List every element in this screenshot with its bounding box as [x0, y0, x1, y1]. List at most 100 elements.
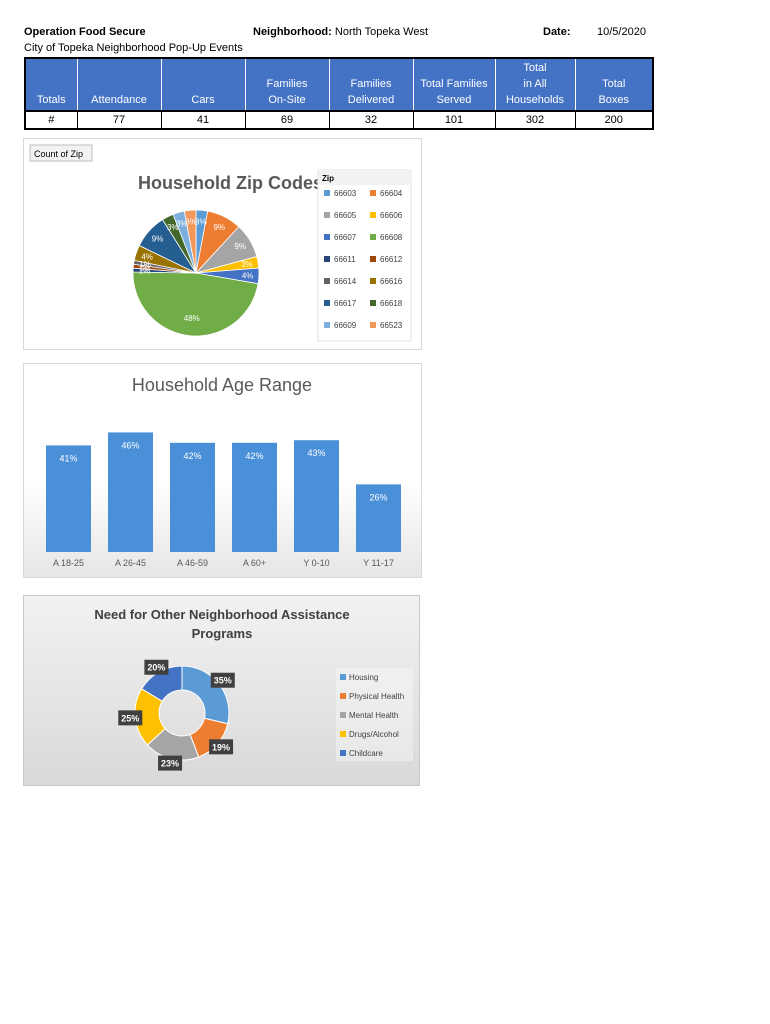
- needs-legend-swatch-drugs-alcohol: [340, 731, 346, 737]
- neighborhood-value: North Topeka West: [334, 26, 429, 38]
- column-header-total-boxes: Total Boxes: [574, 58, 653, 111]
- legend-item-66609[interactable]: 66609: [334, 321, 357, 330]
- legend-swatch-66607: [324, 234, 330, 240]
- category-label-y-11-17: Y 11-17: [363, 558, 394, 568]
- legend-swatch-66604: [370, 190, 376, 196]
- column-header-line: Total: [602, 78, 626, 90]
- legend-item-66612[interactable]: 66612: [380, 255, 403, 264]
- legend-swatch-66606: [370, 212, 376, 218]
- legend-item-66608[interactable]: 66608: [380, 233, 403, 242]
- legend-item-66603[interactable]: 66603: [334, 189, 357, 198]
- needs-legend-item-childcare: Childcare: [349, 749, 383, 758]
- legend-item-66617[interactable]: 66617: [334, 299, 357, 308]
- pie-slice-66523: [183, 209, 197, 274]
- needs-legend-swatch-housing: [340, 674, 346, 680]
- column-header-families-on-site: Families On-Site: [244, 58, 329, 111]
- column-header-line: On-Site: [268, 94, 306, 106]
- legend-item-66604[interactable]: 66604: [380, 189, 403, 198]
- bar-label-a-60: 42%: [245, 451, 263, 461]
- bar-label-a-46-59: 42%: [183, 451, 201, 461]
- doughnut-callout-physical-health: [209, 739, 234, 755]
- legend-item-66618[interactable]: 66618: [380, 299, 403, 308]
- column-header-line: Households: [505, 94, 565, 106]
- pie-label-66607: 4%: [242, 271, 254, 280]
- legend-swatch-66612: [370, 256, 376, 262]
- legend-item-66523[interactable]: 66523: [380, 321, 403, 330]
- column-header-line: Total: [523, 62, 547, 74]
- category-label-a-60: A 60+: [243, 558, 266, 568]
- count-of-zip-button-bg[interactable]: [29, 144, 93, 162]
- column-header-totals: Totals: [25, 58, 77, 111]
- totals-table: Totals Attendance Cars Families On-Site Famil…: [24, 57, 654, 130]
- bar-label-a-18-25: 41%: [59, 453, 77, 463]
- legend-swatch-66614: [324, 278, 330, 284]
- bar-a-26-45: [108, 432, 153, 552]
- legend-item-66616[interactable]: 66616: [380, 277, 403, 286]
- cell-total-in-all-households: 302: [494, 110, 576, 130]
- legend-item-66611[interactable]: 66611: [334, 255, 356, 264]
- bar-label-a-26-45: 46%: [121, 440, 139, 450]
- legend-item-66605[interactable]: 66605: [334, 211, 357, 220]
- pie-label-66523: 3%: [185, 218, 197, 227]
- column-header-line: Totals: [36, 94, 66, 106]
- column-header-line: Served: [436, 94, 472, 106]
- legend-item-66606[interactable]: 66606: [380, 211, 403, 220]
- doughnut-label-physical-health: 19%: [212, 742, 230, 752]
- legend-swatch-66617: [324, 300, 330, 306]
- legend-swatch-66608: [370, 234, 376, 240]
- column-header-families-delivered: Families Delivered: [328, 58, 413, 111]
- count-of-zip-button[interactable]: Count of Zip: [34, 149, 83, 159]
- zip-pie-labels: 3%9%9%3%4%48%1%1%1%4%9%3%3%3%: [139, 218, 254, 324]
- column-header-total-families-served: Total Families Served: [412, 58, 495, 111]
- cell-total-families-served: 101: [412, 110, 496, 130]
- pie-label-66608: 48%: [184, 314, 200, 323]
- date-label: Date:: [543, 26, 571, 38]
- needs-legend-swatch-childcare: [340, 750, 346, 756]
- column-header-line: Families: [266, 78, 308, 90]
- needs-legend-item-housing: Housing: [349, 673, 378, 682]
- column-header-line: Attendance: [91, 94, 147, 106]
- column-header-line: in All: [523, 78, 547, 90]
- doughnut-label-drugs-alcohol: 25%: [121, 713, 139, 723]
- category-label-a-18-25: A 18-25: [53, 558, 84, 568]
- needs-doughnut: 35% 19% 23% 25% 20%: [118, 659, 235, 771]
- column-header-cars: Cars: [160, 58, 245, 111]
- needs-legend-swatch-physical-health: [340, 693, 346, 699]
- legend-swatch-66611: [324, 256, 330, 262]
- bar-y-11-17: [356, 484, 401, 552]
- needs-chart-title-line-2: Programs: [192, 626, 253, 641]
- zip-legend-title[interactable]: Zip: [322, 174, 334, 183]
- column-header-line: Delivered: [347, 94, 395, 106]
- zip-code-chart-svg: Count of Zip Household Zip Codes 3%9%9%3…: [29, 144, 412, 342]
- age-chart-title: Household Age Range: [132, 375, 312, 395]
- pie-label-66605: 9%: [234, 242, 246, 251]
- legend-item-66607[interactable]: 66607: [334, 233, 357, 242]
- pie-label-66604: 9%: [213, 223, 225, 232]
- doughnut-label-mental-health: 23%: [161, 759, 179, 769]
- category-label-y-0-10: Y 0-10: [303, 558, 329, 568]
- column-header-line: Total Families: [420, 78, 488, 90]
- pie-label-66612: 1%: [139, 263, 151, 272]
- pie-label-66609: 3%: [176, 219, 188, 228]
- pie-label-66611: 1%: [139, 267, 151, 276]
- pie-label-66603: 3%: [195, 218, 207, 227]
- zip-legend-box: [317, 169, 412, 342]
- doughnut-callout-childcare: [144, 659, 169, 675]
- cell-total-boxes: 200: [574, 110, 654, 130]
- bar-a-18-25: [46, 445, 91, 552]
- totals-data-row: #77 41 69 32 101 302 200: [24, 110, 654, 130]
- pie-label-66617: 9%: [152, 235, 164, 244]
- pie-label-66618: 3%: [167, 223, 179, 232]
- legend-swatch-66605: [324, 212, 330, 218]
- cell-cars: 41: [160, 110, 246, 130]
- legend-swatch-66609: [324, 322, 330, 328]
- zip-chart-title: Household Zip Codes: [138, 173, 323, 193]
- zip-legend-header-bg: [318, 170, 411, 185]
- legend-item-66614[interactable]: 66614: [334, 277, 357, 286]
- cell-families-on-site: 69: [244, 110, 330, 130]
- column-header-total-in-all-households: Total in All Households: [494, 58, 575, 111]
- age-bars: 41% A 18-25 46% A 26-45 42% A 46-59 42% A 60+ 43…: [46, 432, 401, 568]
- assistance-needs-chart: Need for Other Neighborhood Assistance P…: [23, 595, 420, 786]
- zip-pie: [132, 209, 260, 337]
- org-title: Operation Food Secure: [24, 26, 146, 38]
